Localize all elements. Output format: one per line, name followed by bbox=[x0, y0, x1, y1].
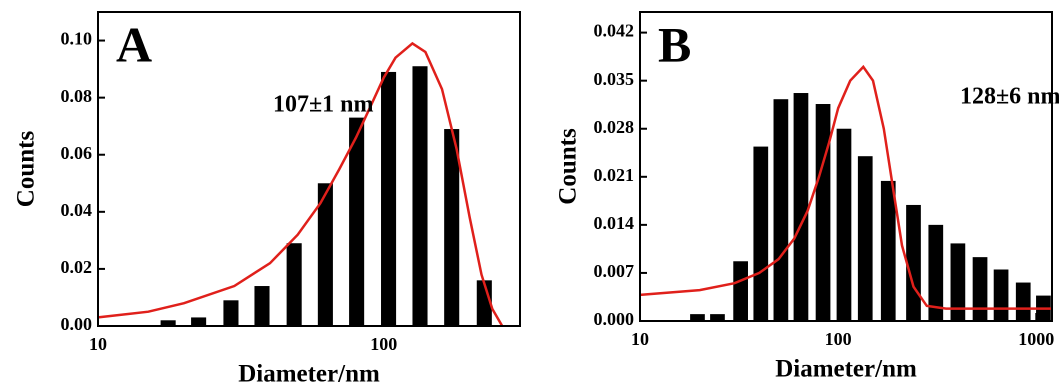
bar bbox=[857, 156, 873, 321]
y-tick-label: 0.007 bbox=[594, 261, 635, 281]
bar bbox=[815, 104, 831, 321]
x-tick-label: 10 bbox=[631, 329, 649, 349]
y-tick-label: 0.00 bbox=[61, 314, 93, 334]
y-tick-label: 0.02 bbox=[61, 257, 93, 277]
bar bbox=[286, 243, 302, 326]
x-tick-label: 100 bbox=[370, 334, 397, 354]
bar bbox=[753, 146, 769, 321]
x-tick-label: 1000 bbox=[1018, 329, 1054, 349]
y-tick-label: 0.028 bbox=[594, 117, 635, 137]
bar bbox=[223, 300, 239, 326]
y-tick-label: 0.04 bbox=[61, 200, 93, 220]
bar bbox=[710, 314, 725, 321]
y-tick-label: 0.035 bbox=[594, 69, 635, 89]
bar bbox=[381, 71, 397, 326]
bar bbox=[993, 269, 1009, 321]
y-tick-label: 0.08 bbox=[61, 86, 93, 106]
bar bbox=[444, 129, 460, 326]
annotation: 107±1 nm bbox=[273, 92, 374, 118]
bar bbox=[928, 224, 944, 321]
y-tick-label: 0.06 bbox=[61, 143, 93, 163]
bar bbox=[412, 66, 428, 327]
bar bbox=[972, 257, 988, 321]
bar bbox=[1015, 282, 1031, 321]
y-axis-label: Counts bbox=[13, 131, 40, 208]
bar bbox=[880, 180, 896, 321]
y-tick-label: 0.000 bbox=[594, 309, 635, 329]
y-axis-label: Counts bbox=[555, 128, 582, 205]
bar bbox=[191, 317, 207, 326]
bar bbox=[906, 204, 921, 321]
bar bbox=[950, 243, 966, 321]
plot-frame bbox=[97, 11, 521, 327]
y-tick-label: 0.042 bbox=[594, 21, 635, 41]
bar bbox=[773, 99, 789, 321]
annotation: 128±6 nm bbox=[960, 84, 1059, 110]
panel-letter: A bbox=[116, 16, 152, 72]
x-axis-label: Diameter/nm bbox=[238, 361, 380, 388]
bar bbox=[317, 183, 333, 326]
fit-curve bbox=[639, 64, 1052, 310]
bar bbox=[254, 286, 270, 326]
plot-frame bbox=[639, 11, 1053, 322]
bar bbox=[836, 128, 852, 321]
bar bbox=[793, 93, 809, 321]
bar bbox=[690, 314, 705, 321]
y-tick-label: 0.021 bbox=[594, 165, 635, 185]
panel-letter: B bbox=[658, 16, 691, 72]
x-tick-label: 100 bbox=[825, 329, 852, 349]
bar bbox=[733, 261, 748, 321]
y-tick-label: 0.10 bbox=[61, 29, 93, 49]
fit-curve bbox=[97, 41, 504, 327]
bar bbox=[349, 117, 365, 326]
bar bbox=[160, 320, 176, 326]
x-tick-label: 10 bbox=[89, 334, 107, 354]
y-tick-label: 0.014 bbox=[594, 213, 635, 233]
x-axis-label: Diameter/nm bbox=[775, 356, 917, 383]
